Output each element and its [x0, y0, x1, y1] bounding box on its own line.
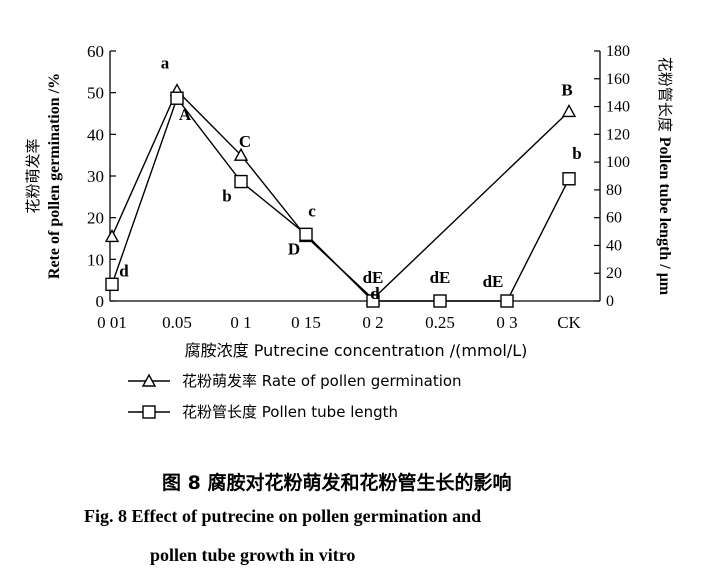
chart: 0 10 20 30 40 50 60 0 20 40 60 80 100 120 140 160 180 0 0…	[24, 42, 674, 421]
series-line	[111, 89, 570, 300]
data-label: B	[561, 80, 572, 99]
data-label: d	[119, 261, 129, 280]
axes: 0 10 20 30 40 50 60 0 20 40 60 80 100 120 140 160 180 0 0…	[24, 42, 674, 332]
legend-triangle-marker	[141, 373, 157, 387]
y-tick-label-left: 30	[87, 167, 104, 186]
y-tick-label-right: 140	[606, 99, 630, 116]
germination-point	[561, 103, 577, 118]
y-axis-label-left-zh: 花粉萌发率	[24, 138, 42, 213]
y-tick-label-right: 160	[606, 71, 630, 88]
tube-length-point	[170, 91, 184, 105]
legend-label: 花粉萌发率 Rate of pollen germination	[182, 372, 462, 390]
label-layer: a Cc d Bd Ab DdE dE dE b	[119, 54, 581, 303]
data-label: A	[179, 105, 192, 124]
y-tick-label-right: 0	[606, 293, 614, 310]
y-tick-label-right: 60	[606, 210, 622, 227]
caption-zh: 图 8 腐胺对花粉萌发和花粉管生长的影响	[162, 472, 512, 494]
legend-square-marker	[142, 405, 156, 419]
y-tick-label-left: 50	[87, 84, 104, 103]
y-tick-label-left: 0	[96, 292, 105, 311]
x-tick-label: CK	[557, 313, 581, 332]
data-label: dE	[430, 268, 451, 287]
y-tick-label-left: 60	[87, 42, 104, 61]
y-axis-label-right-en: Pollen tube length / μm	[656, 137, 673, 296]
x-tick-label: 0.05	[162, 313, 192, 332]
tube-length-point	[299, 227, 313, 242]
y-axis-label-left-en: Rete of pollen germination /%	[46, 73, 63, 279]
y-axis-label-left: 花粉萌发率 Rete of pollen germination /%	[24, 73, 63, 279]
y-tick-label-right: 80	[606, 182, 622, 199]
caption-en-line1: Fig. 8 Effect of putrecine on pollen ger…	[84, 506, 482, 526]
x-tick-label: 0 01	[97, 313, 127, 332]
data-label: D	[288, 239, 300, 258]
x-tick-label: 0 2	[362, 313, 383, 332]
data-label: a	[161, 54, 170, 73]
y-tick-label-right: 120	[606, 126, 630, 143]
y-tick-label-left: 20	[87, 209, 104, 228]
data-label: b	[222, 187, 231, 206]
x-tick-label: 0.25	[425, 313, 455, 332]
data-label: d	[370, 284, 380, 303]
x-tick-label: 0 15	[291, 313, 321, 332]
data-label: dE	[483, 272, 504, 291]
data-label: dE	[363, 268, 384, 287]
y-tick-label-right: 20	[606, 265, 622, 282]
x-axis-label: 腐胺浓度 Putrecine concentratıon /(mmol/L)	[185, 341, 528, 360]
germination-point	[233, 147, 249, 161]
tube-length-point	[433, 294, 447, 308]
x-tick-label: 0 1	[230, 313, 251, 332]
tube-length-point	[105, 277, 119, 292]
tube-length-point	[366, 294, 380, 308]
y-tick-label-right: 40	[606, 237, 622, 254]
x-tick-label: 0 3	[496, 313, 517, 332]
y-axis-label-right-zh: 花粉管长度	[656, 57, 674, 137]
tube-length-point	[562, 172, 576, 186]
legend-label: 花粉管长度 Pollen tube length	[182, 403, 398, 421]
series-layer	[104, 83, 577, 308]
y-axis-label-right: 花粉管长度 Pollen tube length / μm	[656, 57, 674, 296]
tube-length-point	[234, 174, 248, 189]
legend: 花粉萌发率 Rate of pollen germination 花粉管长度 Po…	[128, 372, 462, 421]
germination-point	[104, 228, 120, 243]
data-label: c	[308, 201, 316, 220]
caption-en-line2: pollen tube growth in vitro	[150, 545, 356, 565]
y-tick-label-right: 180	[606, 43, 630, 60]
data-label: C	[239, 132, 251, 151]
y-tick-label-left: 10	[87, 250, 104, 269]
y-tick-label-right: 100	[606, 154, 630, 171]
tube-length-point	[500, 294, 514, 308]
y-tick-label-left: 40	[87, 125, 104, 144]
series-line	[111, 96, 570, 302]
data-label: b	[572, 144, 581, 163]
